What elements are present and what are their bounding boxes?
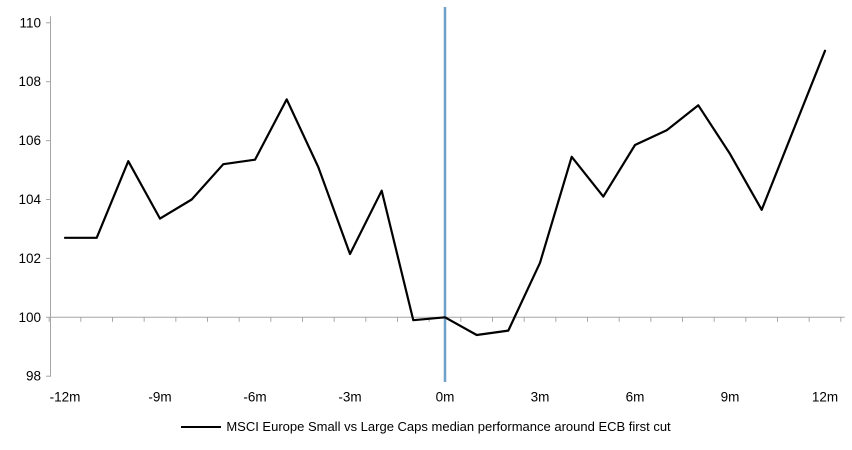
- legend-line-sample: [181, 425, 222, 428]
- legend-label: MSCI Europe Small vs Large Caps median p…: [226, 419, 671, 434]
- y-axis-label: 102: [18, 251, 41, 266]
- y-axis-label: 100: [18, 310, 41, 325]
- x-axis-label: -12m: [50, 390, 81, 405]
- x-axis-label: 3m: [531, 390, 550, 405]
- x-axis-label: 6m: [626, 390, 645, 405]
- y-axis-label: 106: [18, 133, 41, 148]
- y-axis-label: 98: [26, 369, 41, 384]
- y-axis-label: 104: [18, 192, 41, 207]
- x-axis-label: -9m: [148, 390, 171, 405]
- y-axis-label: 110: [19, 15, 41, 30]
- legend: MSCI Europe Small vs Large Caps median p…: [0, 419, 852, 434]
- x-axis-label: 0m: [436, 390, 455, 405]
- x-axis-label: -6m: [243, 390, 266, 405]
- x-axis-label: 9m: [721, 390, 740, 405]
- x-axis-label: 12m: [812, 390, 838, 405]
- series-msci-line: [63, 49, 827, 337]
- y-axis-label: 108: [18, 74, 41, 89]
- x-axis-label: -3m: [338, 390, 361, 405]
